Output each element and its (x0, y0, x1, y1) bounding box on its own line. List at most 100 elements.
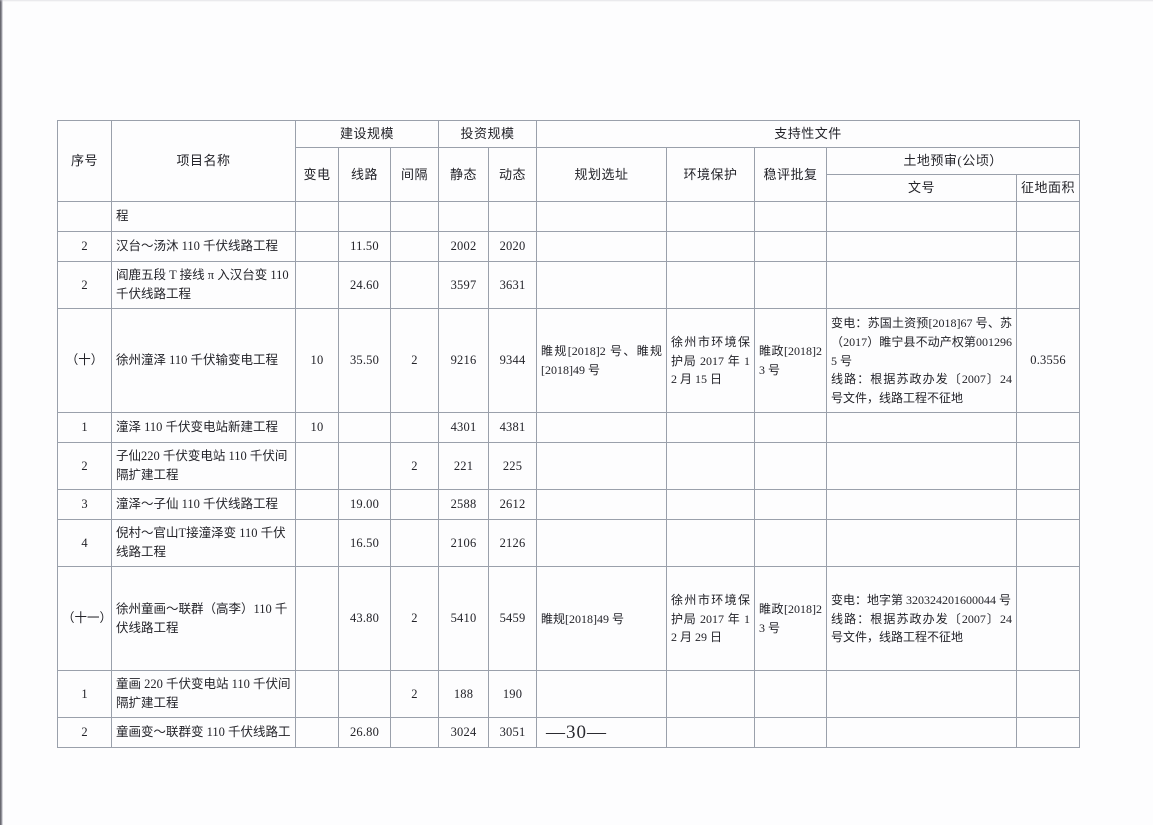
cell-substation (295, 519, 339, 568)
cell-planning-site: 睢规[2018]2 号、睢规[2018]49 号 (536, 308, 668, 414)
cell-environment (666, 670, 756, 719)
cell-dynamic: 9344 (488, 308, 538, 414)
header-line: 线路 (338, 147, 391, 203)
cell-project-name: 汉台～汤沐 110 千伏线路工程 (111, 231, 296, 263)
cell-planning-site (536, 670, 668, 719)
header-supporting-documents: 支持性文件 (536, 119, 1081, 149)
cell-substation (295, 489, 339, 521)
cell-seq: 2 (57, 442, 112, 491)
cell-stability-approval: 睢政[2018]23 号 (754, 566, 828, 672)
cell-static: 3597 (438, 261, 490, 310)
cell-line (338, 442, 391, 491)
cell-planning-site (536, 412, 668, 444)
cell-dynamic: 5459 (488, 566, 538, 672)
cell-static: 2106 (438, 519, 490, 568)
cell-line: 19.00 (338, 489, 391, 521)
cell-static: 2002 (438, 231, 490, 263)
cell-planning-site (536, 201, 668, 233)
cell-stability-approval (754, 489, 828, 521)
cell-doc-number (826, 412, 1018, 444)
cell-seq (57, 201, 112, 233)
table-row: 1 潼泽 110 千伏变电站新建工程 10 4301 4381 (57, 412, 1081, 444)
cell-substation (295, 670, 339, 719)
cell-land-area: 0.3556 (1016, 308, 1081, 414)
cell-project-name: 子仙220 千伏变电站 110 千伏间隔扩建工程 (111, 442, 296, 491)
cell-line: 43.80 (338, 566, 391, 672)
cell-dynamic: 2612 (488, 489, 538, 521)
cell-seq: （十一） (57, 566, 112, 672)
cell-project-name: 徐州潼泽 110 千伏输变电工程 (111, 308, 296, 414)
cell-line: 26.80 (338, 717, 391, 749)
cell-project-name: 潼泽～子仙 110 千伏线路工程 (111, 489, 296, 521)
cell-static (438, 201, 490, 233)
cell-bay: 2 (389, 308, 440, 414)
cell-static: 188 (438, 670, 490, 719)
cell-seq: 1 (57, 670, 112, 719)
table-container: 序号 项目名称 建设规模 投资规模 支持性文件 变电 线路 间隔 静态 动态 规… (57, 119, 1081, 749)
cell-environment (666, 261, 756, 310)
table-row: 2 童画变～联群变 110 千伏线路工 26.80 3024 3051 (57, 717, 1081, 749)
cell-stability-approval (754, 519, 828, 568)
scan-edge-top (0, 0, 1153, 2)
header-planning-site: 规划选址 (536, 147, 668, 203)
cell-project-name: 童画 220 千伏变电站 110 千伏间隔扩建工程 (111, 670, 296, 719)
cell-bay (389, 201, 440, 233)
header-bay: 间隔 (389, 147, 440, 203)
cell-substation (295, 261, 339, 310)
cell-land-area (1016, 519, 1081, 568)
header-row-2: 变电 线路 间隔 静态 动态 规划选址 环境保护 稳评批复 土地预审(公顷） (58, 147, 1081, 203)
cell-doc-number (826, 717, 1018, 749)
header-row-1: 序号 项目名称 建设规模 投资规模 支持性文件 (57, 119, 1081, 203)
cell-planning-site: 睢规[2018]49 号 (536, 566, 668, 672)
table-row: （十一） 徐州童画～联群（高李）110 千伏线路工程 43.80 2 5410 5459 睢… (57, 566, 1081, 672)
cell-substation: 10 (295, 412, 339, 444)
cell-substation (295, 566, 339, 672)
cell-planning-site (536, 442, 668, 491)
cell-seq: （十） (57, 308, 112, 414)
table-body: 程 2 汉台～汤沐 110 千伏线路工程 11.50 2002 2020 2 阎鹿五段 T 接… (57, 201, 1081, 749)
cell-stability-approval (754, 670, 828, 719)
cell-seq: 4 (57, 519, 112, 568)
cell-planning-site (536, 717, 668, 749)
cell-bay (389, 489, 440, 521)
page-number: —30— (546, 722, 607, 743)
header-investment-scale: 投资规模 (438, 119, 538, 149)
header-construction-scale: 建设规模 (294, 119, 440, 149)
cell-planning-site (536, 231, 668, 263)
cell-land-area (1016, 231, 1081, 263)
cell-doc-number: 变电：苏国土资预[2018]67 号、苏（2017）睢宁县不动产权第001296… (826, 308, 1018, 414)
cell-environment (666, 412, 756, 444)
cell-stability-approval (754, 717, 828, 749)
table-row: 程 (57, 201, 1081, 233)
cell-environment (666, 717, 756, 749)
cell-environment (666, 442, 756, 491)
cell-line: 35.50 (338, 308, 391, 414)
cell-substation (295, 201, 339, 233)
cell-seq: 2 (57, 261, 112, 310)
cell-environment (666, 489, 756, 521)
cell-environment: 徐州市环境保护局 2017 年 12 月 15 日 (666, 308, 756, 414)
cell-stability-approval (754, 442, 828, 491)
header-doc-number: 文号 (826, 174, 1018, 203)
cell-stability-approval (754, 231, 828, 263)
cell-static: 2588 (438, 489, 490, 521)
cell-dynamic: 2020 (488, 231, 538, 263)
cell-doc-number (826, 489, 1018, 521)
cell-land-area (1016, 566, 1081, 672)
cell-land-area (1016, 717, 1081, 749)
cell-dynamic: 190 (488, 670, 538, 719)
table-head: 序号 项目名称 建设规模 投资规模 支持性文件 变电 线路 间隔 静态 动态 规… (57, 119, 1081, 203)
cell-project-name: 阎鹿五段 T 接线 π 入汉台变 110 千伏线路工程 (111, 261, 296, 310)
table-row: 2 阎鹿五段 T 接线 π 入汉台变 110 千伏线路工程 24.60 3597 363… (57, 261, 1081, 310)
cell-bay: 2 (389, 670, 440, 719)
cell-static: 9216 (438, 308, 490, 414)
cell-land-area (1016, 442, 1081, 491)
cell-doc-number (826, 261, 1018, 310)
cell-land-area (1016, 261, 1081, 310)
cell-dynamic: 225 (488, 442, 538, 491)
cell-land-area (1016, 201, 1081, 233)
cell-bay: 2 (389, 566, 440, 672)
header-project-name: 项目名称 (111, 119, 296, 203)
header-substation: 变电 (295, 147, 339, 203)
